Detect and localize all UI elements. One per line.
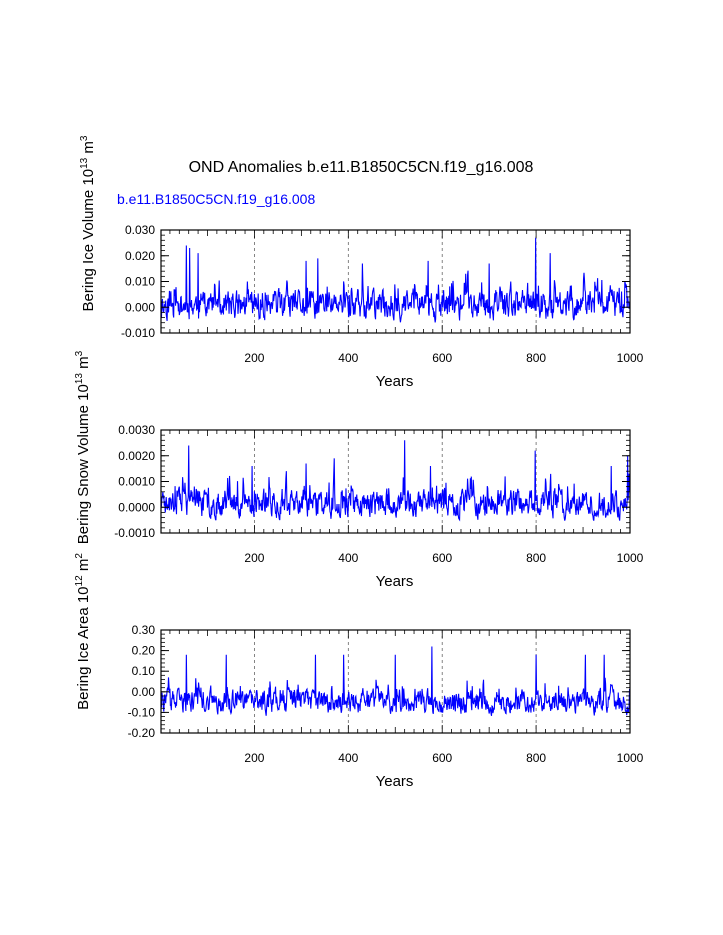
y-tick-label: 0.010 xyxy=(125,275,155,289)
y-tick-label: 0.0020 xyxy=(118,449,155,463)
y-label-exponent: 2 xyxy=(74,553,85,559)
plot-frame xyxy=(160,429,631,534)
y-label-exponent: 13 xyxy=(79,157,90,169)
x-tick-label: 800 xyxy=(526,551,546,565)
x-tick-label: 800 xyxy=(526,751,546,765)
y-tick-label: 0.30 xyxy=(132,623,156,637)
y-tick-label: -0.20 xyxy=(128,726,156,740)
y-label-exponent: 3 xyxy=(79,135,90,141)
y-label-text: m xyxy=(75,559,92,576)
y-label-exponent: 13 xyxy=(74,373,85,385)
x-tick-label: 400 xyxy=(338,551,358,565)
y-tick-label: -0.010 xyxy=(121,326,155,340)
x-axis-label: Years xyxy=(376,773,414,790)
x-tick-label: 1000 xyxy=(617,351,644,365)
x-tick-label: 600 xyxy=(432,751,452,765)
y-tick-label: 0.0000 xyxy=(118,500,155,514)
y-label-text: m xyxy=(75,356,92,373)
plot-frame xyxy=(160,229,631,334)
y-tick-label: 0.10 xyxy=(132,664,156,678)
x-tick-label: 1000 xyxy=(617,751,644,765)
y-label-exponent: 12 xyxy=(74,575,85,587)
y-tick-label: 0.030 xyxy=(125,223,155,237)
y-axis-label: Bering Ice Volume 1013 m3 xyxy=(79,135,97,311)
panel-ice-area: 0.30 0.20 0.10 0.00 -0.10 -0.20 200 400 600 800 10… xyxy=(74,553,644,790)
x-axis-label: Years xyxy=(376,573,414,590)
y-tick-label: 0.000 xyxy=(125,300,155,314)
y-label-text: Bering Snow Volume 10 xyxy=(75,384,92,544)
y-axis-label: Bering Snow Volume 1013 m3 xyxy=(74,350,92,544)
y-tick-label: -0.0010 xyxy=(114,526,155,540)
x-tick-label: 600 xyxy=(432,551,452,565)
panel-snow-volume: 0.0030 0.0020 0.0010 0.0000 -0.0010 200 400 600… xyxy=(74,350,644,590)
x-tick-label: 200 xyxy=(244,351,264,365)
y-tick-label: -0.10 xyxy=(128,705,156,719)
series-label: b.e11.B1850C5CN.f19_g16.008 xyxy=(117,191,315,207)
y-tick-label: 0.20 xyxy=(132,644,156,658)
series-line xyxy=(160,237,631,323)
y-tick-label: 0.020 xyxy=(125,249,155,263)
y-axis-label: Bering Ice Area 1012 m2 xyxy=(74,553,92,710)
panel-ice-volume: 0.030 0.020 0.010 0.000 -0.010 200 400 600 800 10… xyxy=(79,135,644,390)
y-tick-label: 0.0030 xyxy=(118,423,155,437)
x-tick-label: 400 xyxy=(338,351,358,365)
x-tick-label: 200 xyxy=(244,551,264,565)
y-label-text: Bering Ice Area 10 xyxy=(75,586,92,709)
y-tick-label: 0.00 xyxy=(132,685,156,699)
y-label-text: m xyxy=(80,141,97,158)
chart-title: OND Anomalies b.e11.B1850C5CN.f19_g16.00… xyxy=(189,159,534,176)
x-tick-label: 1000 xyxy=(617,551,644,565)
y-label-text: Bering Ice Volume 10 xyxy=(80,169,97,312)
series-line xyxy=(160,646,631,717)
x-tick-label: 800 xyxy=(526,351,546,365)
y-label-exponent: 3 xyxy=(74,350,85,356)
series-line xyxy=(160,440,631,522)
x-tick-label: 600 xyxy=(432,351,452,365)
x-tick-label: 400 xyxy=(338,751,358,765)
x-tick-label: 200 xyxy=(244,751,264,765)
x-axis-label: Years xyxy=(376,373,414,390)
y-tick-label: 0.0010 xyxy=(118,475,155,489)
